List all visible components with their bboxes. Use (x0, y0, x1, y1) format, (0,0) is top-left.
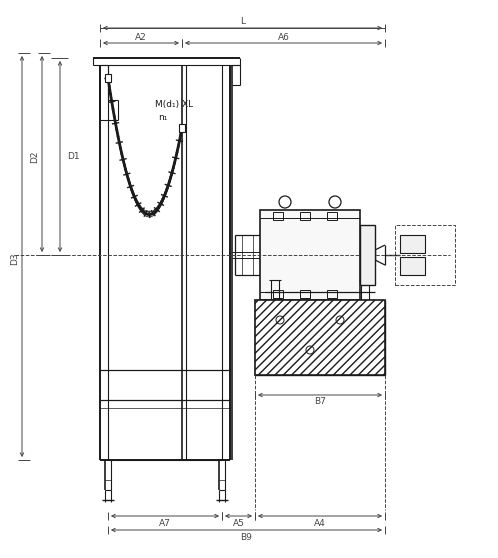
Bar (395, 225, 455, 285)
Bar (360, 225, 375, 285)
Text: L: L (240, 17, 245, 26)
Bar (400, 257, 425, 275)
Bar (327, 212, 337, 220)
Bar (400, 235, 425, 253)
Bar (327, 290, 337, 298)
Bar (105, 74, 111, 82)
Text: A2: A2 (135, 32, 147, 41)
Bar (300, 290, 310, 298)
Text: D2: D2 (30, 150, 39, 163)
Bar (255, 300, 385, 375)
Bar (300, 212, 310, 220)
Bar (260, 210, 360, 300)
Text: A5: A5 (233, 518, 245, 527)
Text: n₁: n₁ (158, 113, 167, 123)
Text: A4: A4 (314, 518, 326, 527)
Text: D3: D3 (10, 253, 19, 265)
Text: M(d₁) XL: M(d₁) XL (155, 100, 193, 109)
Bar (179, 124, 185, 132)
Text: A7: A7 (159, 518, 171, 527)
Bar (273, 290, 283, 298)
Bar (273, 212, 283, 220)
Text: B9: B9 (241, 532, 252, 541)
Text: D1: D1 (67, 152, 80, 161)
Text: A6: A6 (277, 32, 289, 41)
Text: B7: B7 (314, 397, 326, 406)
